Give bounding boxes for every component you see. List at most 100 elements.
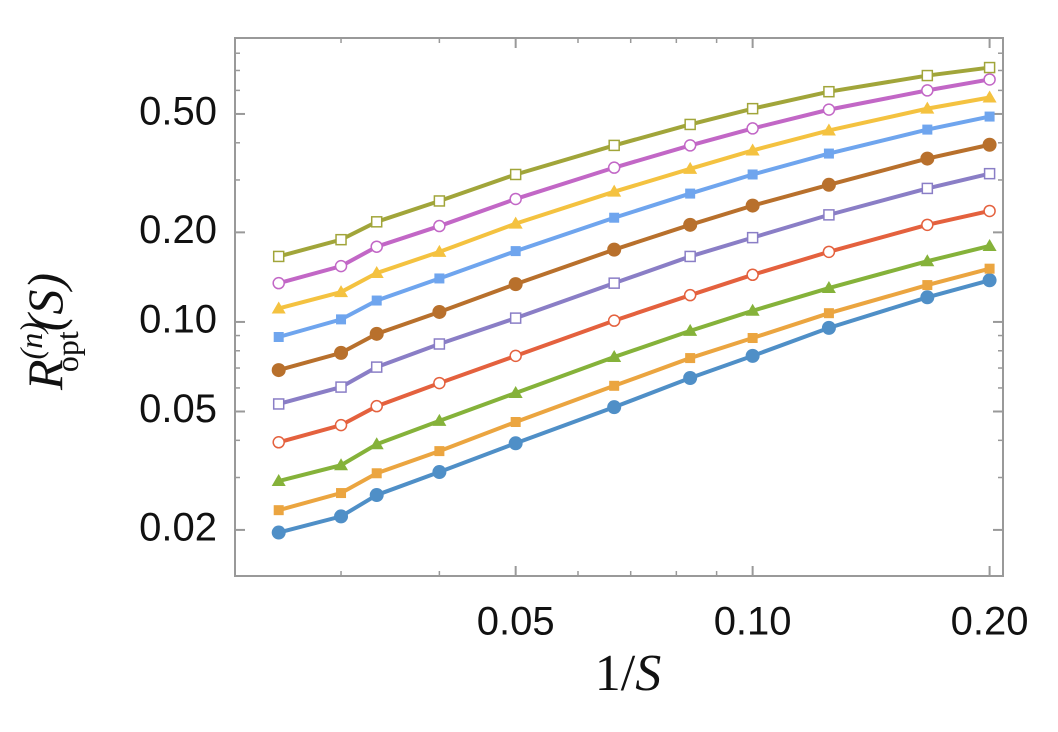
marker: [369, 266, 384, 279]
marker: [746, 102, 759, 115]
marker: [271, 474, 286, 487]
marker: [510, 416, 521, 427]
marker: [334, 418, 348, 432]
marker: [336, 488, 347, 499]
marker: [272, 276, 285, 290]
y-label-base: R: [17, 359, 73, 391]
marker: [821, 123, 836, 136]
marker: [334, 345, 349, 360]
marker: [683, 323, 698, 336]
marker: [608, 277, 620, 289]
marker: [745, 303, 760, 316]
series-line: [278, 278, 991, 535]
marker: [508, 436, 523, 451]
marker: [823, 209, 835, 221]
marker: [920, 290, 935, 305]
y-tick-label: 0.20: [139, 208, 217, 252]
marker: [982, 238, 997, 251]
marker: [369, 326, 384, 341]
marker: [334, 458, 349, 471]
marker: [369, 488, 384, 503]
marker: [273, 505, 284, 516]
marker: [920, 101, 935, 114]
marker: [983, 61, 996, 74]
marker: [432, 304, 447, 319]
marker: [921, 84, 934, 97]
marker: [683, 288, 697, 302]
y-label-arg: (S): [17, 273, 73, 331]
marker: [683, 370, 698, 385]
marker: [433, 376, 446, 390]
marker: [433, 219, 446, 233]
marker: [432, 244, 447, 257]
marker: [822, 103, 836, 116]
marker: [983, 73, 996, 86]
marker: [434, 273, 445, 284]
marker: [370, 399, 383, 413]
marker: [272, 436, 285, 449]
marker: [508, 277, 523, 292]
marker: [984, 111, 995, 122]
marker: [607, 314, 621, 327]
marker: [982, 137, 997, 152]
x-label-var: S: [635, 645, 661, 702]
marker: [921, 182, 934, 195]
marker: [921, 69, 934, 82]
marker: [607, 400, 622, 415]
marker: [745, 198, 760, 213]
y-axis-label: R(n)opt(S): [13, 273, 85, 391]
marker: [607, 184, 622, 197]
marker: [607, 161, 621, 174]
marker: [922, 280, 933, 291]
marker: [821, 320, 836, 335]
marker: [273, 331, 284, 342]
series-line: [278, 266, 991, 513]
marker: [432, 413, 447, 426]
marker: [369, 437, 384, 450]
marker: [685, 353, 696, 364]
marker: [510, 246, 521, 257]
marker: [334, 259, 348, 273]
marker: [271, 301, 286, 314]
marker: [508, 385, 523, 398]
marker: [334, 509, 349, 524]
marker: [823, 148, 834, 159]
marker: [271, 363, 286, 378]
series-line: [278, 171, 991, 406]
marker: [823, 85, 835, 98]
marker: [983, 167, 996, 180]
marker: [607, 242, 622, 257]
y-label-sub: opt: [49, 331, 85, 372]
series-line: [278, 77, 990, 286]
x-tick-label: 0.10: [714, 600, 792, 644]
y-tick-label: 0.05: [139, 387, 217, 431]
marker: [432, 465, 447, 480]
plot-frame: [234, 37, 1004, 577]
marker: [921, 218, 934, 232]
marker: [608, 139, 620, 152]
marker: [370, 216, 383, 228]
marker: [272, 250, 285, 263]
x-tick-label: 0.05: [477, 600, 555, 644]
x-label-num: 1/: [595, 645, 636, 702]
marker: [747, 169, 758, 180]
marker: [747, 333, 758, 344]
marker: [509, 312, 522, 324]
marker: [982, 90, 997, 103]
marker: [334, 285, 349, 298]
y-label-sup: (n): [13, 322, 49, 359]
y-tick-label: 0.02: [139, 505, 217, 549]
marker: [746, 122, 759, 135]
marker: [272, 398, 285, 410]
marker: [683, 217, 698, 232]
marker: [509, 168, 522, 181]
marker: [433, 195, 446, 207]
marker: [433, 338, 446, 350]
marker: [335, 233, 347, 246]
marker: [685, 188, 696, 199]
marker: [821, 177, 836, 192]
y-tick-label: 0.50: [139, 90, 217, 134]
marker: [821, 281, 836, 294]
marker: [684, 250, 696, 263]
